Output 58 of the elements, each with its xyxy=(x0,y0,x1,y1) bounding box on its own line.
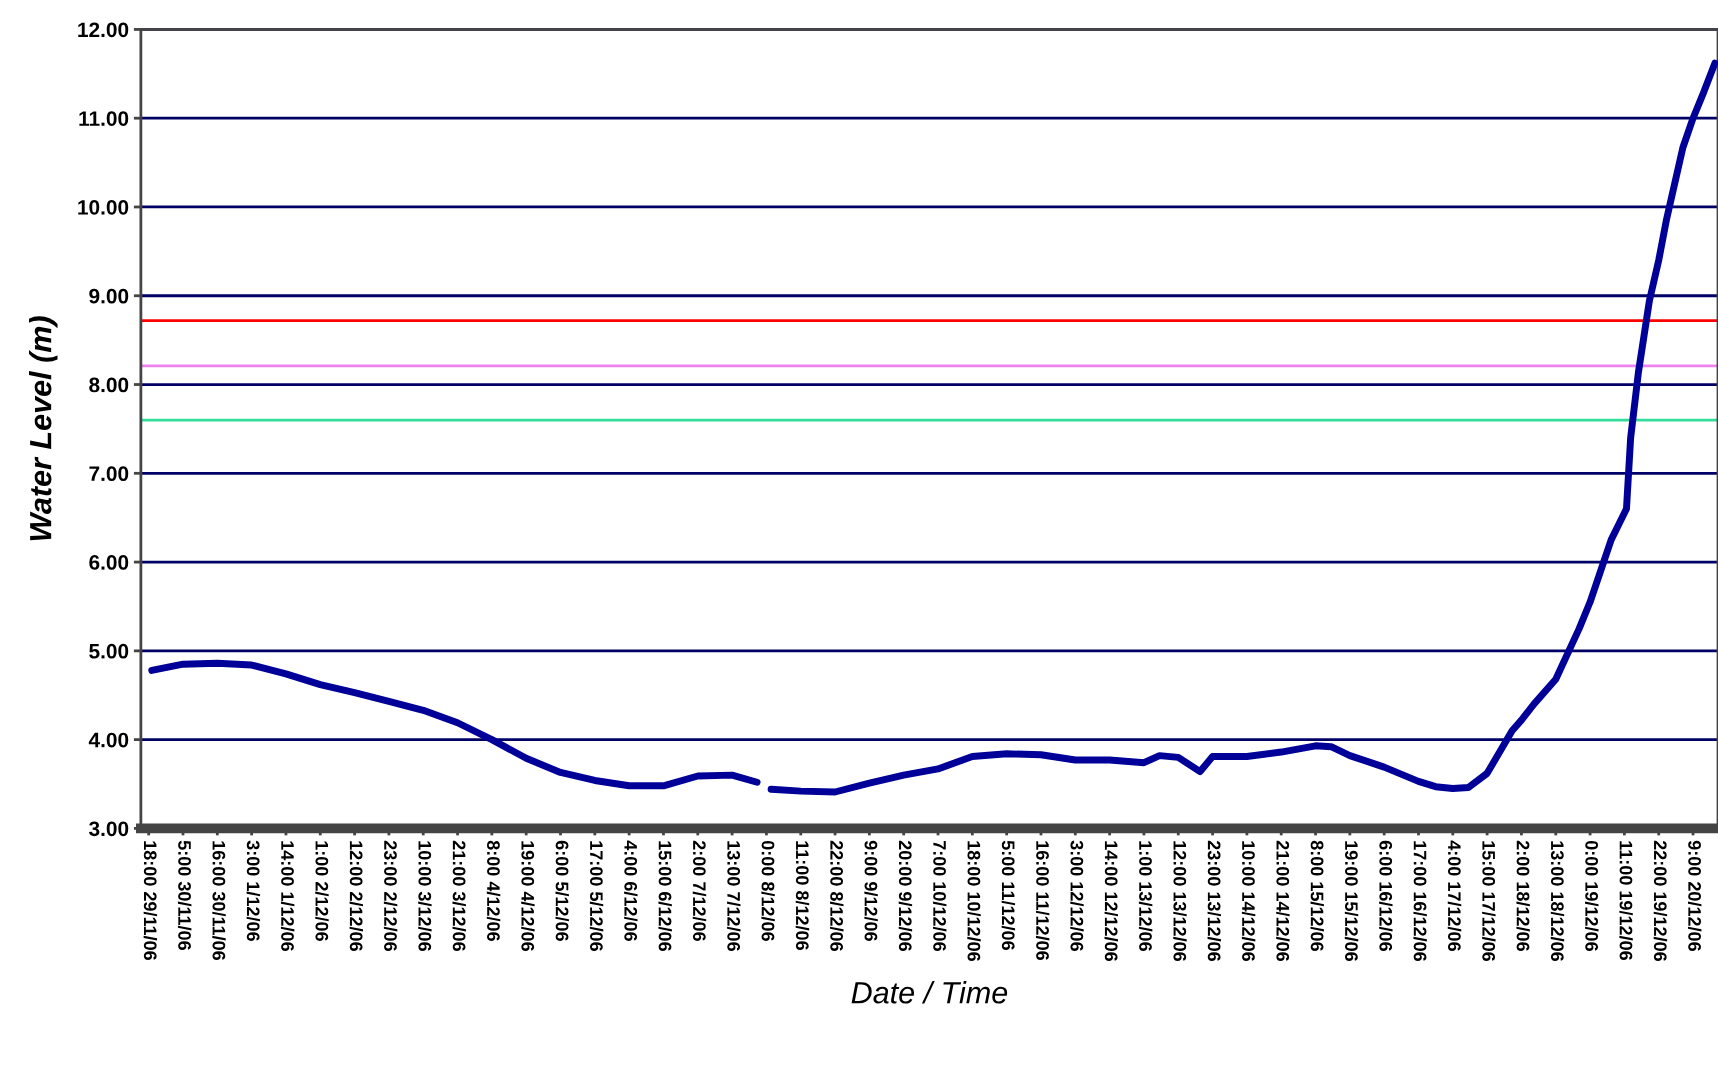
x-tick-label: 21:00 14/12/06 xyxy=(1276,840,1290,962)
x-tick-label: 4:00 17/12/06 xyxy=(1447,840,1462,951)
x-tick-label: 14:00 12/12/06 xyxy=(1104,841,1119,962)
x-tick-label: 21:00 3/12/06 xyxy=(452,840,466,951)
x-tick-label: 19:00 4/12/06 xyxy=(521,841,535,951)
x-tick-label: 11:00 19/12/06 xyxy=(1619,841,1633,961)
x-tick-label: 23:00 13/12/06 xyxy=(1207,840,1221,962)
x-tick-label: 3:00 12/12/06 xyxy=(1070,840,1084,951)
x-tick-label: 16:00 11/12/06 xyxy=(1035,841,1050,961)
x-tick-label: 17:00 5/12/06 xyxy=(589,841,604,951)
x-tick-label: 20:00 9/12/06 xyxy=(898,840,913,951)
x-tick-label: 8:00 4/12/06 xyxy=(486,840,501,941)
x-tick-label: 9:00 20/12/06 xyxy=(1688,840,1702,951)
x-tick-label: 10:00 3/12/06 xyxy=(418,841,432,951)
x-tick-label: 13:00 7/12/06 xyxy=(727,841,741,951)
y-tick-label: 8.00 xyxy=(89,377,129,393)
x-tick-label: 0:00 8/12/06 xyxy=(761,840,775,941)
x-axis-title: Date / Time xyxy=(851,981,1008,1004)
x-tick-label: 19:00 15/12/06 xyxy=(1344,841,1359,962)
y-tick-label: 6.00 xyxy=(89,555,129,570)
x-tick-label: 4:00 6/12/06 xyxy=(624,840,638,941)
x-tick-label: 11:00 8/12/06 xyxy=(795,841,810,950)
y-axis-title: Water Level (m) xyxy=(29,316,58,541)
x-tick-label: 13:00 18/12/06 xyxy=(1550,841,1565,962)
x-tick-label: 12:00 13/12/06 xyxy=(1173,841,1187,962)
x-tick-label: 17:00 16/12/06 xyxy=(1413,841,1427,962)
x-tick-label: 18:00 29/11/06 xyxy=(143,841,158,961)
x-tick-label: 5:00 11/12/06 xyxy=(1001,840,1016,950)
x-tick-label: 10:00 14/12/06 xyxy=(1241,841,1256,962)
x-tick-label: 6:00 5/12/06 xyxy=(555,840,569,941)
x-tick-label: 8:00 15/12/06 xyxy=(1310,840,1324,951)
x-tick-label: 7:00 10/12/06 xyxy=(932,840,947,951)
x-tick-label: 12:00 2/12/06 xyxy=(349,841,364,951)
x-tick-label: 1:00 13/12/06 xyxy=(1138,841,1153,951)
y-tick-label: 12.00 xyxy=(78,22,129,38)
x-tick-label: 16:00 30/11/06 xyxy=(212,841,226,961)
x-tick-label: 2:00 7/12/06 xyxy=(692,840,707,941)
x-tick-label: 6:00 16/12/06 xyxy=(1379,840,1393,951)
y-tick-label: 9.00 xyxy=(89,288,129,304)
x-tick-label: 15:00 17/12/06 xyxy=(1482,841,1496,962)
y-tick-label: 10.00 xyxy=(78,199,129,215)
x-tick-label: 15:00 6/12/06 xyxy=(658,841,672,951)
x-tick-label: 14:00 1/12/06 xyxy=(280,841,295,951)
x-tick-label: 3:00 1/12/06 xyxy=(246,840,261,941)
x-tick-label: 22:00 8/12/06 xyxy=(830,840,844,951)
x-tick-label: 22:00 19/12/06 xyxy=(1653,840,1668,962)
x-tick-label: 2:00 18/12/06 xyxy=(1516,840,1530,951)
y-tick-label: 11.00 xyxy=(79,111,129,126)
x-tick-label: 0:00 19/12/06 xyxy=(1585,840,1599,951)
x-tick-label: 1:00 2/12/06 xyxy=(315,841,329,941)
y-tick-label: 3.00 xyxy=(89,821,129,837)
x-tick-label: 9:00 9/12/06 xyxy=(864,840,878,941)
y-tick-label: 7.00 xyxy=(89,466,129,482)
y-tick-label: 4.00 xyxy=(88,732,129,748)
y-tick-label: 5.00 xyxy=(89,643,129,659)
x-tick-label: 23:00 2/12/06 xyxy=(383,840,398,951)
x-tick-label: 5:00 30/11/06 xyxy=(177,840,192,950)
x-tick-label: 18:00 10/12/06 xyxy=(967,841,981,962)
